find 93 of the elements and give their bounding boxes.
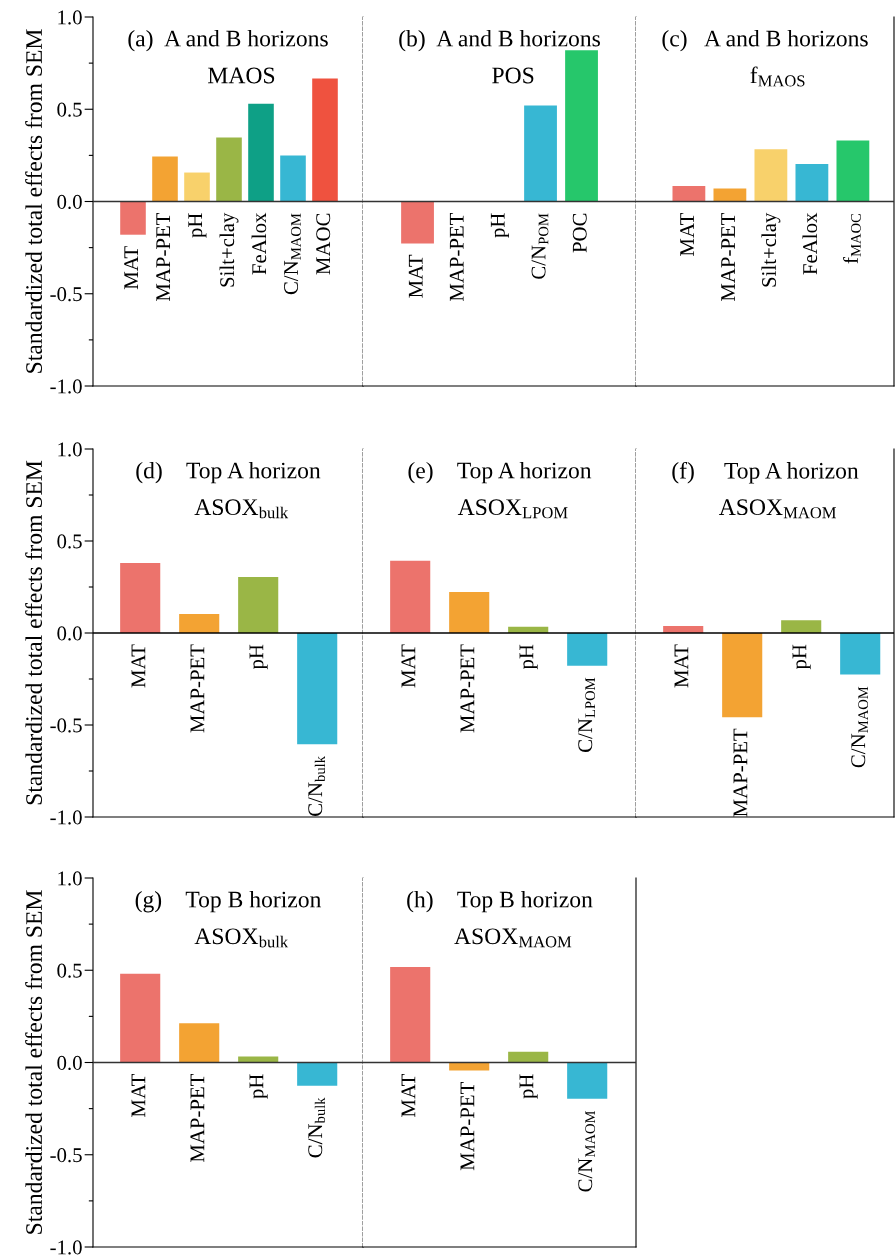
y-tick-label: 0.5: [57, 102, 82, 117]
y-tick-label: -1.0: [50, 379, 82, 394]
category-label: MAP-PET: [449, 212, 464, 302]
text: f$_{MAOS}$: [750, 66, 805, 87]
bar: [390, 560, 431, 633]
category-label: Silt+clay: [761, 212, 781, 287]
category-label: C/N$_{bulk}$: [308, 756, 326, 816]
y-tick-label: 0.5: [57, 534, 82, 549]
y-axis-title: Standardized total effects from SEM: [25, 890, 43, 1234]
y-tick-label: 1.0: [58, 10, 82, 25]
text: ASOX$_{bulk}$: [194, 928, 289, 948]
category-label: FeAlox: [802, 212, 818, 275]
bar: [152, 156, 178, 202]
y-tick-label: 0.0: [57, 194, 82, 210]
y-tick-label: 0.0: [57, 626, 82, 641]
category-label: MAT: [131, 644, 146, 688]
category-label: Silt+clay: [219, 212, 239, 287]
category-label: MAP-PET: [460, 1082, 475, 1171]
text: (b) A and B horizons: [399, 29, 600, 52]
category-label: MAP-PET: [733, 728, 748, 817]
category-label: MAP-PET: [190, 644, 205, 733]
text: ASOX$_{bulk}$: [194, 499, 289, 519]
text: POS: [492, 67, 534, 84]
y-axis-title: Standardized total effects from SEM: [25, 29, 43, 373]
y-tick-label: 0.0: [57, 1055, 82, 1071]
bar: [216, 137, 242, 202]
bar: [120, 201, 146, 235]
category-label: pH: [519, 1074, 538, 1099]
category-label: pH: [490, 213, 509, 238]
text: ASOX$_{MAOM}$: [454, 928, 572, 948]
category-label: MAT: [674, 644, 689, 688]
text: (f) Top A horizon: [672, 461, 859, 484]
category-label: MAP-PET: [460, 644, 475, 733]
bar: [312, 78, 338, 202]
bar: [238, 577, 279, 633]
category-label: pH: [249, 1074, 268, 1099]
bar: [449, 591, 490, 633]
bar: [836, 140, 870, 202]
category-label: C/N$_{MAOM}$: [284, 213, 301, 295]
y-tick-label: -0.5: [50, 1148, 82, 1163]
category-label: POC: [572, 213, 587, 253]
category-label: pH: [249, 644, 268, 670]
bar: [280, 155, 306, 202]
text: (c) A and B horizons: [662, 29, 868, 52]
category-label: C/N$_{bulk}$: [308, 1097, 326, 1158]
y-tick-label: -0.5: [50, 287, 82, 302]
y-tick-label: 1.0: [58, 871, 82, 886]
y-tick-label: -1.0: [50, 1240, 82, 1255]
bar: [297, 633, 338, 745]
chart-title: (e) Top A horizon: [408, 461, 592, 484]
text: (g) Top B horizon: [135, 890, 322, 913]
category-label: MAP-PET: [156, 212, 171, 302]
bar: [713, 188, 747, 202]
y-tick-label: -0.5: [50, 718, 82, 733]
category-label: MAT: [401, 1073, 416, 1117]
category-label: MAT: [408, 254, 423, 298]
category-label: C/N$_{LPOM}$: [578, 677, 596, 752]
bar: [120, 563, 161, 633]
category-label: MAP-PET: [721, 212, 735, 302]
category-label: MAT: [131, 1073, 146, 1117]
bar: [184, 172, 210, 202]
category-label: MAT: [680, 212, 694, 256]
text: MAOS: [208, 67, 275, 84]
y-tick-label: 1.0: [58, 442, 82, 457]
bar: [672, 186, 706, 202]
bar: [248, 103, 274, 202]
category-label: pH: [792, 644, 811, 670]
category-label: C/N$_{POM}$: [531, 213, 549, 279]
text: (a) A and B horizons: [128, 29, 328, 52]
bar: [567, 633, 608, 666]
bar: [179, 614, 220, 633]
category-label: C/N$_{MAOM}$: [851, 686, 869, 768]
text: (h) Top B horizon: [407, 890, 593, 913]
y-tick-label: -1.0: [50, 810, 82, 825]
category-label: pH: [519, 644, 538, 670]
chart-title: (d) Top A horizon: [136, 461, 321, 484]
y-axis-title: Standardized total effects from SEM: [25, 460, 43, 805]
text: ASOX$_{MAOM}$: [718, 499, 837, 519]
bar: [120, 973, 161, 1063]
bar: [795, 164, 829, 202]
bar: [297, 1062, 338, 1086]
category-label: MAOC: [316, 213, 331, 275]
y-tick-label: 0.5: [57, 963, 82, 978]
category-label: MAT: [124, 246, 139, 290]
category-label: MAP-PET: [190, 1073, 205, 1163]
category-label: FeAlox: [251, 212, 267, 275]
text: ASOX$_{LPOM}$: [457, 499, 568, 519]
category-label: C/N$_{MAOM}$: [578, 1110, 596, 1192]
category-label: MAT: [401, 644, 416, 688]
bar: [179, 1023, 220, 1063]
category-label: f$_{MAOC}$: [843, 213, 861, 264]
category-label: pH: [188, 213, 207, 238]
bar: [754, 149, 788, 202]
